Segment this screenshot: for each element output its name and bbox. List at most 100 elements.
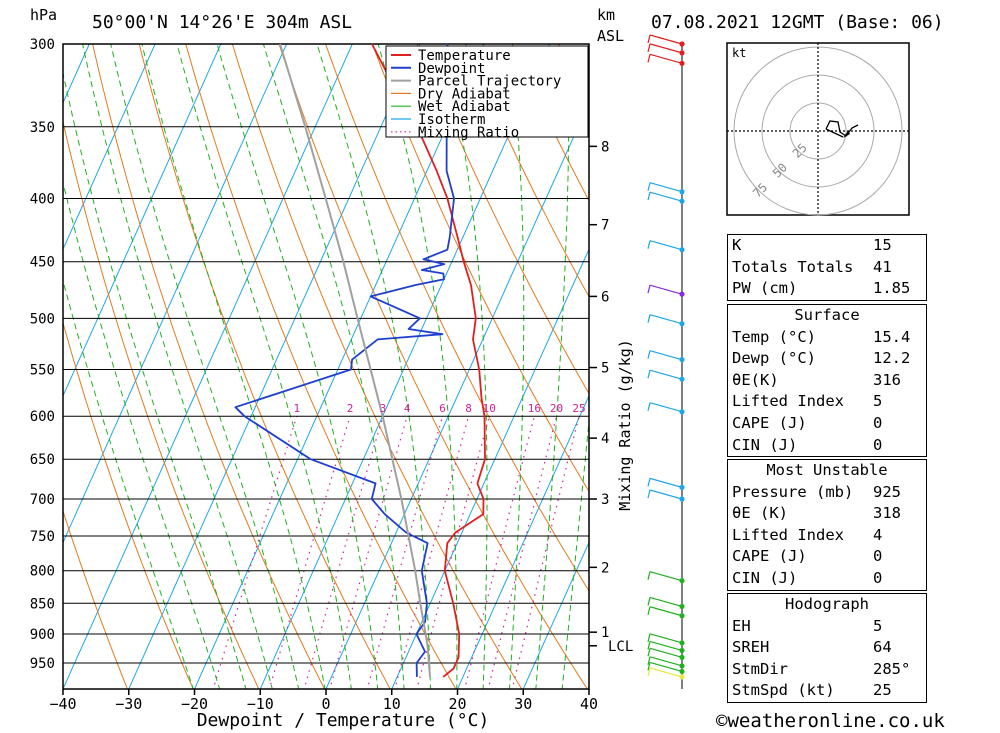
wet-adiabat-line <box>63 180 221 689</box>
wind-barb-feather <box>647 240 651 249</box>
hodograph-value: 5 <box>873 616 883 635</box>
mixing-ratio-label: 3 <box>380 402 387 415</box>
temperature-series-line <box>371 43 486 678</box>
most-unstable-title: Most Unstable <box>766 461 888 479</box>
surface-label: θE(K) <box>732 370 779 389</box>
legend-entry: Dry Adiabat <box>418 86 511 102</box>
height-tick-label: 4 <box>601 431 609 447</box>
mixing-ratio-label: 25 <box>572 402 585 415</box>
datetime-title: 07.08.2021 12GMT (Base: 06) <box>651 12 944 33</box>
surface-row: CIN (J) 0 <box>728 435 926 457</box>
mixing-ratio-label: 20 <box>550 402 563 415</box>
legend-entry: Temperature <box>418 48 511 64</box>
pressure-tick-label: 950 <box>30 656 55 672</box>
isotherm-line <box>193 44 485 689</box>
index-row: K 15 <box>728 235 926 257</box>
pressure-tick-label: 650 <box>30 452 55 468</box>
pressure-tick-label: 450 <box>30 255 55 271</box>
wind-barb <box>649 53 683 64</box>
height-tick-label: 1 <box>601 625 609 641</box>
wind-barb <box>649 284 683 295</box>
surface-value: 5 <box>873 392 883 411</box>
wind-barb <box>649 661 683 672</box>
mixing-ratio-label: 4 <box>404 402 411 415</box>
most-unstable-table: Most Unstable Pressure (mb) 925 θE (K) 318 L… <box>727 459 927 591</box>
dry-adiabat-line <box>63 119 260 689</box>
dry-adiabat-line <box>371 44 589 493</box>
km-unit-label: km <box>597 6 616 24</box>
most-unstable-label: θE (K) <box>732 504 788 523</box>
wind-barb-dot <box>679 247 685 253</box>
mixing-ratio-line <box>366 416 444 689</box>
hodograph-label: StmSpd (kt) <box>732 681 835 700</box>
wet-adiabat-line <box>535 44 570 689</box>
surface-value: 12.2 <box>873 349 911 368</box>
wind-barb <box>649 402 683 413</box>
wind-barb-dot <box>679 484 685 490</box>
surface-value: 0 <box>873 413 883 432</box>
wind-barb-dot <box>679 376 685 382</box>
hodograph-label: EH <box>732 616 751 635</box>
wind-barb-dot <box>679 640 685 646</box>
surface-row: Temp (°C) 15.4 <box>728 327 926 349</box>
wet-adiabat-line <box>377 44 458 689</box>
hodograph-value: 25 <box>873 681 892 700</box>
wind-barb-feather <box>647 402 651 411</box>
surface-label: Temp (°C) <box>732 327 816 346</box>
surface-value: 15.4 <box>873 327 911 346</box>
wind-barb-dot <box>679 674 685 680</box>
pressure-tick-label: 800 <box>30 564 55 580</box>
wind-barb <box>649 191 683 202</box>
wet-adiabat-line <box>262 44 405 689</box>
pressure-tick-label: 850 <box>30 596 55 612</box>
surface-title: Surface <box>794 306 860 324</box>
hpa-unit-label: hPa <box>30 6 58 24</box>
most-unstable-value: 0 <box>873 568 883 587</box>
dry-adiabat-line <box>92 44 326 689</box>
isotherm-line <box>63 44 222 398</box>
hodograph-value: 64 <box>873 638 892 657</box>
wind-barb-feather <box>647 489 651 499</box>
pressure-tick-label: 750 <box>30 529 55 545</box>
surface-label: Dewp (°C) <box>732 349 816 368</box>
legend-box <box>385 45 589 138</box>
wind-barb-feather <box>647 192 651 201</box>
dry-adiabat-line <box>231 44 523 689</box>
wind-barb-dot <box>679 613 685 619</box>
isotherm-line <box>63 44 156 251</box>
isotherm-line <box>391 248 589 689</box>
wind-barb-dot <box>679 647 685 654</box>
storm-motion-line <box>825 128 844 138</box>
pressure-tick-label: 700 <box>30 492 55 508</box>
dry-adiabat-line <box>63 321 194 689</box>
hodograph-unit-label: kt <box>732 46 746 60</box>
wind-barb <box>649 489 683 500</box>
dry-adiabat-line <box>278 44 588 689</box>
wet-adiabat-line <box>63 71 247 689</box>
wind-barb <box>649 477 683 488</box>
wind-barb-dot <box>679 357 685 363</box>
hodograph-row: EH 5 <box>728 616 926 638</box>
surface-label: CIN (J) <box>732 435 798 454</box>
x-tick-label: 10 <box>383 695 401 713</box>
wind-barb-feather <box>647 370 651 379</box>
dry-adiabat-line <box>418 44 589 395</box>
mixing-ratio-line <box>329 416 408 689</box>
most-unstable-row: CIN (J) 0 <box>728 568 926 590</box>
most-unstable-label: CIN (J) <box>732 568 798 587</box>
most-unstable-label: CAPE (J) <box>732 547 807 566</box>
mixing-ratio-label: 16 <box>528 402 541 415</box>
dry-adiabat-line <box>138 44 391 689</box>
wind-barb <box>649 606 683 617</box>
index-value: 15 <box>873 236 892 254</box>
hodograph-table: Hodograph EH 5 SREH 64 StmDir 285° StmSpd (kt)… <box>727 593 927 703</box>
surface-value: 316 <box>873 370 901 389</box>
wind-barb <box>649 640 683 651</box>
mixing-ratio-label: 2 <box>347 402 354 415</box>
x-tick-label: 0 <box>321 695 330 713</box>
most-unstable-value: 925 <box>873 482 901 501</box>
surface-row: CAPE (J) 0 <box>728 413 926 435</box>
surface-table: Surface Temp (°C) 15.4 Dewp (°C) 12.2 θE(K) 3… <box>727 304 927 458</box>
wind-barb-feather <box>647 34 651 44</box>
